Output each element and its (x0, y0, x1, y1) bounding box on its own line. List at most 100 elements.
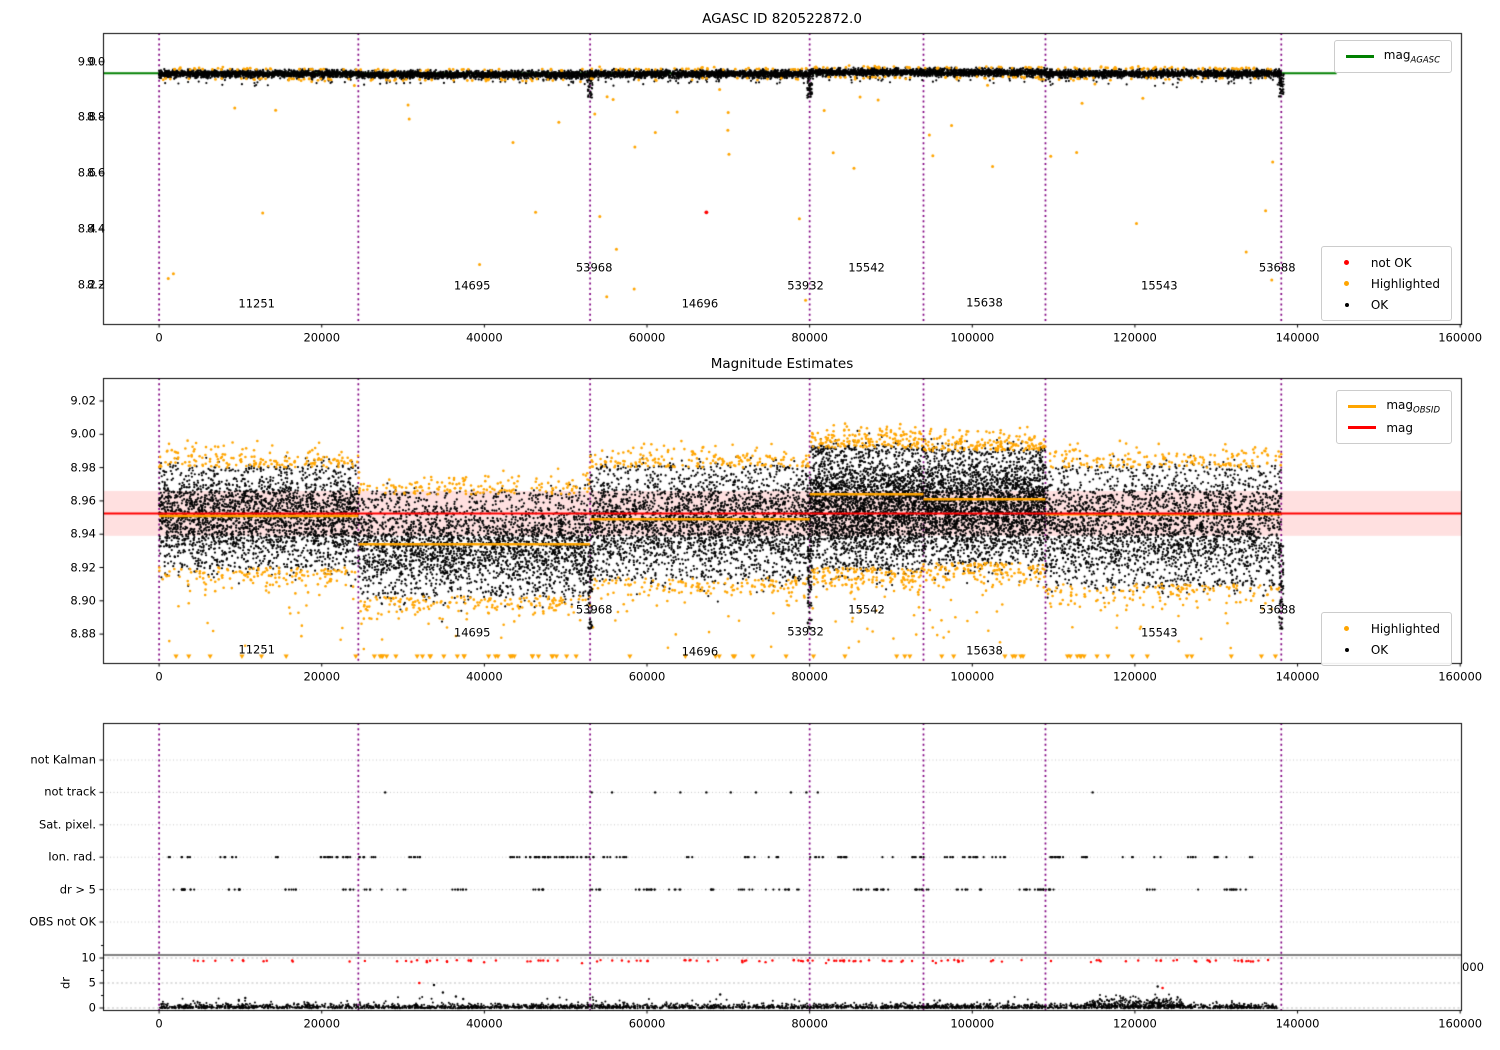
x-tick-label: 60000 (628, 330, 666, 345)
y-tick-label: 8.8 (86, 109, 106, 124)
y-tick-label: 8.8 (77, 109, 96, 124)
y-tick-label: 8.6 (86, 165, 106, 180)
x-tick-label: 80000 (791, 1016, 828, 1031)
obsid-label: 15542 (848, 260, 885, 275)
legend-label-mag-agasc: magAGASC (1383, 47, 1440, 66)
obsid-label: 11251 (238, 296, 275, 311)
obsid-label: 15542 (848, 602, 885, 617)
y-tick-label: 8.2 (77, 276, 96, 291)
x-tick-label: 0 (155, 330, 163, 345)
legend-mag-agasc: magAGASC (1333, 40, 1452, 73)
legend-item-mag-obsid: magOBSID (1348, 396, 1440, 417)
y-tick-label: 9.0 (77, 53, 96, 68)
obsid-label: 15543 (1141, 625, 1178, 640)
legend-item-mag-agasc: magAGASC (1345, 46, 1440, 67)
legend-item-ok-2: OK (1333, 639, 1440, 660)
flag-category-label: OBS not OK (29, 914, 96, 929)
not-ok-dot-swatch (1333, 260, 1361, 265)
legend-item-highlighted: Highlighted (1333, 273, 1440, 294)
red-line-swatch (1348, 426, 1377, 429)
x-tick-label: 140000 (1275, 1016, 1320, 1031)
dr-axis-label: dr (58, 976, 73, 990)
ok-dot-swatch-2 (1333, 647, 1361, 652)
clipped-xtick-label: 000 (1462, 960, 1484, 974)
x-tick-label: 160000 (1438, 669, 1483, 684)
legend-label-not-ok: not OK (1370, 255, 1412, 270)
x-tick-label: 40000 (466, 669, 503, 684)
legend-label-highlighted-2: Highlighted (1370, 621, 1440, 636)
obsid-label: 53968 (575, 260, 613, 275)
x-tick-label: 80000 (791, 669, 828, 684)
obsid-label: 15543 (1141, 278, 1178, 293)
x-tick-label: 120000 (1112, 1016, 1157, 1031)
x-tick-label: 80000 (791, 330, 828, 345)
legend-item-not-ok: not OK (1333, 252, 1440, 273)
obsid-label: 14695 (453, 625, 491, 640)
green-line-swatch (1345, 55, 1374, 58)
x-tick-label: 20000 (303, 330, 341, 345)
y-tick-label: 8.94 (70, 526, 96, 541)
obsid-label: 11251 (238, 642, 275, 657)
x-tick-label: 100000 (950, 669, 995, 684)
obsid-label: 15638 (966, 294, 1003, 309)
y-tick-label: 9.02 (70, 393, 96, 408)
obsid-label: 14696 (681, 296, 719, 311)
y-tick-label: 8.4 (77, 221, 96, 236)
x-tick-label: 140000 (1275, 330, 1320, 345)
x-tick-label: 20000 (303, 1016, 341, 1031)
y-tick-label: 8.88 (70, 626, 96, 641)
x-tick-label: 60000 (628, 1016, 666, 1031)
y-tick-label: 8.4 (86, 221, 106, 236)
x-tick-label: 60000 (628, 669, 666, 684)
obsid-label: 15638 (966, 643, 1003, 658)
legend-label-ok-2: OK (1370, 642, 1389, 657)
legend-item-ok: OK (1333, 294, 1440, 315)
ok-dot-swatch (1333, 302, 1361, 307)
highlighted-dot-swatch-2 (1333, 626, 1361, 631)
flag-category-label: Sat. pixel. (38, 817, 96, 832)
x-tick-label: 0 (155, 1016, 163, 1031)
legend-item-highlighted-2: Highlighted (1333, 618, 1440, 639)
y-tick-label: 9.0 (86, 53, 106, 68)
top-plot-title: AGASC ID 820522872.0 (702, 11, 862, 27)
dr-tick-label: 10 (81, 950, 96, 965)
y-tick-label: 8.92 (70, 559, 96, 574)
obsid-label: 53932 (787, 278, 824, 293)
highlighted-dot-swatch (1333, 281, 1361, 286)
x-tick-label: 120000 (1112, 669, 1157, 684)
x-tick-label: 140000 (1275, 669, 1320, 684)
orange-line-swatch (1348, 405, 1377, 408)
flag-category-label: not track (44, 784, 96, 799)
legend-mag-lines: magOBSID mag (1336, 390, 1452, 444)
dr-tick-label: 5 (88, 975, 96, 990)
x-tick-label: 160000 (1438, 330, 1483, 345)
legend-label-highlighted: Highlighted (1370, 276, 1440, 291)
y-tick-label: 8.6 (77, 165, 96, 180)
obsid-label: 14695 (453, 278, 491, 293)
x-tick-label: 20000 (303, 669, 341, 684)
obsid-label: 14696 (681, 644, 719, 659)
x-tick-label: 0 (155, 669, 163, 684)
flag-category-label: not Kalman (30, 752, 96, 767)
legend-top-points: not OK Highlighted OK (1320, 246, 1452, 321)
legend-label-mag: mag (1386, 420, 1414, 435)
y-tick-label: 8.96 (70, 493, 96, 508)
x-tick-label: 40000 (466, 330, 503, 345)
x-tick-label: 160000 (1438, 1016, 1483, 1031)
x-tick-label: 100000 (950, 330, 995, 345)
x-tick-label: 120000 (1112, 330, 1157, 345)
flag-category-label: dr > 5 (59, 881, 96, 896)
legend-middle-points: Highlighted OK (1320, 612, 1452, 666)
flag-category-label: Ion. rad. (48, 849, 96, 864)
obsid-label: 53688 (1258, 260, 1296, 275)
y-tick-label: 8.90 (70, 593, 96, 608)
obsid-label: 53932 (787, 624, 824, 639)
y-tick-label: 8.2 (86, 276, 106, 291)
dr-tick-label: 0 (88, 1000, 96, 1015)
obsid-label: 53688 (1258, 602, 1296, 617)
y-tick-label: 8.98 (70, 459, 96, 474)
middle-plot-title: Magnitude Estimates (710, 356, 854, 372)
y-tick-label: 9.00 (70, 426, 96, 441)
legend-label-ok: OK (1370, 297, 1389, 312)
